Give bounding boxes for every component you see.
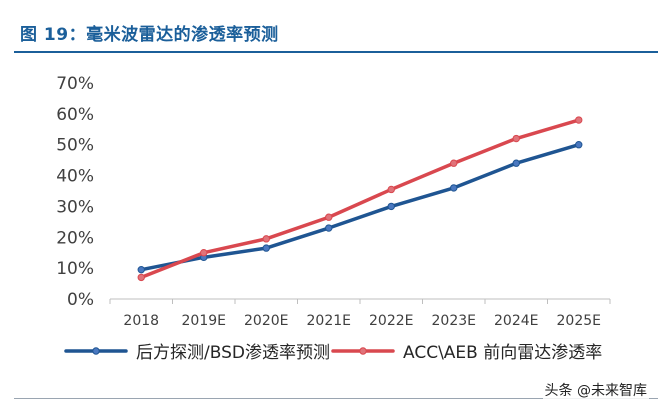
plot-area [137,116,583,282]
y-tick-label: 40% [56,167,94,187]
x-tick-label: 2023E [432,313,476,329]
x-tick-label: 2019E [182,313,226,329]
series-2-point [450,159,458,167]
legend-marker-1 [92,347,100,355]
series-1-point [575,141,583,149]
legend-label-2: ACC\AEB 前向雷达渗透率 [403,343,602,363]
series-1-point [387,202,395,211]
series-1-point [512,159,520,167]
series-1-point [137,265,145,274]
series-2-point [387,185,395,194]
x-tick-label: 2020E [244,313,288,329]
legend: 后方探测/BSD渗透率预测 ACC\AEB 前向雷达渗透率 [64,343,602,363]
series-line-2 [139,118,581,280]
x-tick-label: 2025E [557,313,601,329]
x-tick-label: 2021E [307,313,351,329]
series-2-point [512,134,520,143]
series-1-point [450,184,458,192]
series-2-point [262,235,270,243]
x-tick-label: 2024E [494,313,538,329]
y-tick-label: 70% [56,74,94,94]
series-line-1 [139,142,581,272]
series-2-point [200,249,208,257]
title-divider [14,51,658,53]
series-1-point [262,244,270,252]
y-tick-label: 50% [56,136,94,156]
legend-label-1: 后方探测/BSD渗透率预测 [136,343,330,363]
y-tick-label: 30% [56,197,94,217]
series-1-point [325,224,333,232]
x-axis: 2018 2019E 2020E 2021E 2022E 2023E 2024E 2025E [109,298,611,329]
bottom-divider [14,398,658,399]
series-2-point [325,213,333,221]
watermark: 头条 @未来智库 [542,380,649,400]
legend-marker-2 [359,347,367,355]
x-tick-label: 2018 [123,313,159,329]
series-2-point [137,273,145,282]
y-tick-label: 0% [67,290,94,310]
y-axis: 0% 10% 20% 30% 40% 50% 60% 70% [56,74,94,310]
figure-title: 图 19：毫米波雷达的渗透率预测 [20,25,279,45]
y-tick-label: 60% [56,105,94,125]
y-tick-label: 20% [56,228,94,248]
series-2-point [575,116,583,124]
y-tick-label: 10% [56,259,94,279]
x-tick-label: 2022E [369,313,413,329]
